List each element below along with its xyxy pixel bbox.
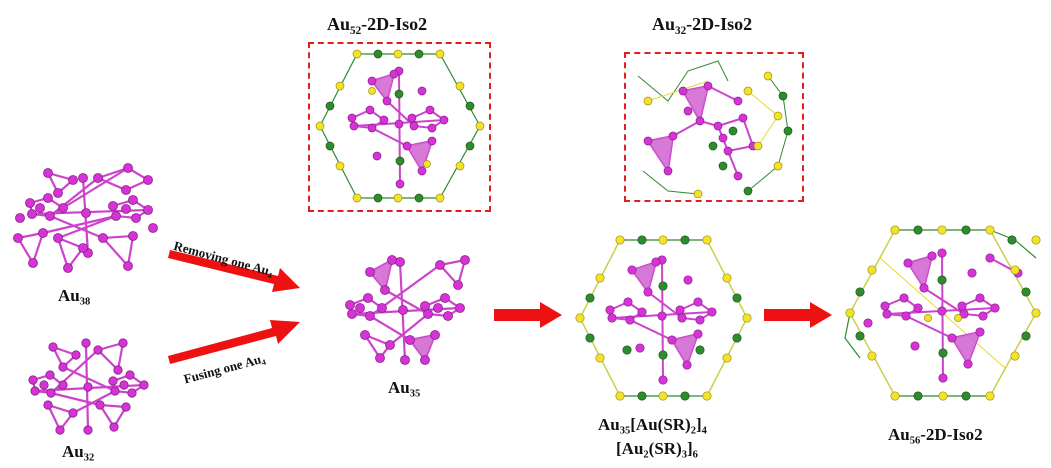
au56-2d-iso2-label: Au56-2D-Iso2 [888,425,983,447]
au52-2d-iso2-box [308,42,491,212]
au32-label: Au32 [62,442,95,464]
au52-2d-iso2-structure [315,49,485,203]
au56-2d-iso2-structure [844,225,1041,401]
au35-complex-label-line2: [Au2(SR)3]6 [616,439,698,461]
au38-cluster [13,163,158,273]
au35-label: Au35 [388,378,421,400]
au52-2d-iso2-title: Au52-2D-Iso2 [327,14,428,37]
arrow-removing [168,250,300,292]
au32-cluster [28,338,149,435]
arrow-middle [494,302,562,328]
au32-2d-iso2-structure [637,60,793,198]
au35-complex-label-line1: Au35[Au(SR)2]4 [598,415,707,437]
arrow-right [764,302,832,328]
au35-cluster [345,255,470,365]
au38-label: Au38 [58,286,91,308]
arrow-fusing [168,320,300,364]
au32-2d-iso2-box [624,52,804,202]
au32-2d-iso2-title: Au32-2D-Iso2 [652,14,753,37]
au35-complex-structure [575,235,752,401]
